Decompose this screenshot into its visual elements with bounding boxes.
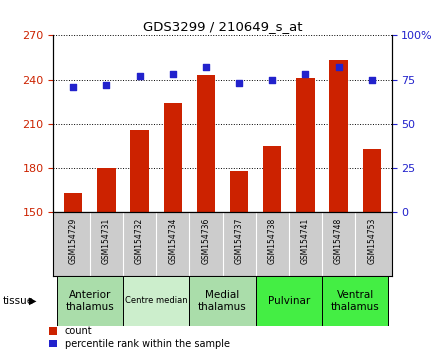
Text: Centre median: Centre median (125, 296, 187, 306)
Point (368, 77, 375, 82)
Bar (97, 168, 116, 212)
Bar (130, 130, 149, 212)
Text: Pulvinar: Pulvinar (268, 296, 310, 306)
Bar (64, 193, 82, 212)
Text: GSM154741: GSM154741 (301, 217, 310, 264)
Bar (256, 276, 322, 326)
Text: GSM154729: GSM154729 (69, 217, 78, 264)
Text: GSM154734: GSM154734 (168, 217, 177, 264)
Bar (189, 276, 256, 326)
Point (136, 73, 143, 79)
Text: Medial
thalamus: Medial thalamus (198, 290, 247, 312)
Text: GSM154738: GSM154738 (268, 217, 277, 264)
Point (302, 72, 309, 77)
Title: GDS3299 / 210649_s_at: GDS3299 / 210649_s_at (143, 20, 302, 33)
Point (103, 82, 110, 88)
Bar (164, 103, 182, 212)
Bar (322, 276, 388, 326)
Text: GSM154732: GSM154732 (135, 217, 144, 264)
Point (235, 80, 243, 86)
Text: GSM154748: GSM154748 (334, 217, 343, 264)
Text: ▶: ▶ (29, 296, 36, 306)
Point (335, 64, 342, 70)
Text: GSM154736: GSM154736 (202, 217, 210, 264)
Bar (123, 276, 189, 326)
Bar (296, 78, 315, 212)
Legend: count, percentile rank within the sample: count, percentile rank within the sample (49, 326, 230, 349)
Point (202, 64, 210, 70)
Point (169, 72, 176, 77)
Bar (363, 149, 381, 212)
Point (269, 77, 276, 82)
Point (70, 84, 77, 90)
Bar (57, 276, 123, 326)
Text: GSM154753: GSM154753 (367, 217, 376, 264)
Bar (197, 75, 215, 212)
Bar (230, 171, 248, 212)
Text: Ventral
thalamus: Ventral thalamus (331, 290, 380, 312)
Text: tissue: tissue (2, 296, 33, 306)
Bar (263, 146, 281, 212)
Text: GSM154737: GSM154737 (235, 217, 243, 264)
Text: Anterior
thalamus: Anterior thalamus (65, 290, 114, 312)
Bar (329, 61, 348, 212)
Text: GSM154731: GSM154731 (102, 217, 111, 264)
